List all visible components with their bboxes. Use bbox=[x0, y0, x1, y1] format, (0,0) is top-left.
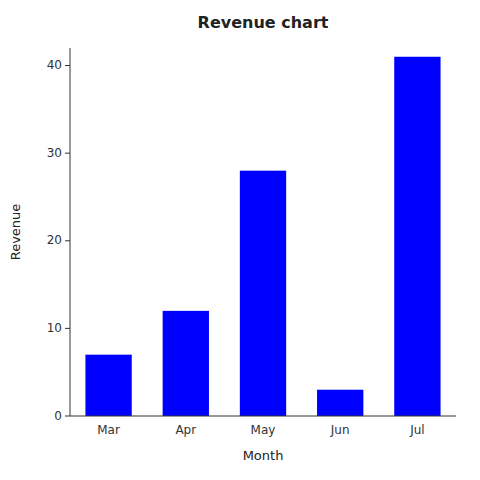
x-tick-label: May bbox=[251, 423, 276, 437]
chart-container: 0 10 20 30 40 Mar Apr May Jun Jul Revenue chart Mon… bbox=[0, 0, 480, 480]
x-axis-line bbox=[70, 416, 456, 417]
y-tick bbox=[65, 153, 70, 154]
bar bbox=[85, 355, 131, 416]
x-tick-label: Mar bbox=[97, 423, 120, 437]
y-axis-label: Revenue bbox=[8, 204, 23, 261]
y-axis-line bbox=[70, 48, 71, 416]
y-tick-label: 10 bbox=[47, 321, 62, 335]
title: Revenue chart bbox=[198, 13, 329, 32]
x-axis-label: Month bbox=[243, 448, 284, 463]
y-tick bbox=[65, 65, 70, 66]
y-tick-label: 20 bbox=[47, 233, 62, 247]
y-tick-label: 30 bbox=[47, 146, 62, 160]
bar bbox=[240, 171, 286, 416]
bar bbox=[317, 390, 363, 416]
y-tick bbox=[65, 416, 70, 417]
y-tick-label: 0 bbox=[54, 409, 62, 423]
y-tick bbox=[65, 240, 70, 241]
y-tick bbox=[65, 328, 70, 329]
chart-svg: 0 10 20 30 40 Mar Apr May Jun Jul Revenue chart Mon… bbox=[0, 0, 480, 480]
bar bbox=[163, 311, 209, 416]
x-tick-label: Apr bbox=[175, 423, 196, 437]
x-tick-label: Jun bbox=[330, 423, 350, 437]
x-tick-label: Jul bbox=[409, 423, 424, 437]
y-tick-label: 40 bbox=[47, 58, 62, 72]
bar bbox=[394, 57, 440, 416]
bars bbox=[85, 57, 440, 416]
